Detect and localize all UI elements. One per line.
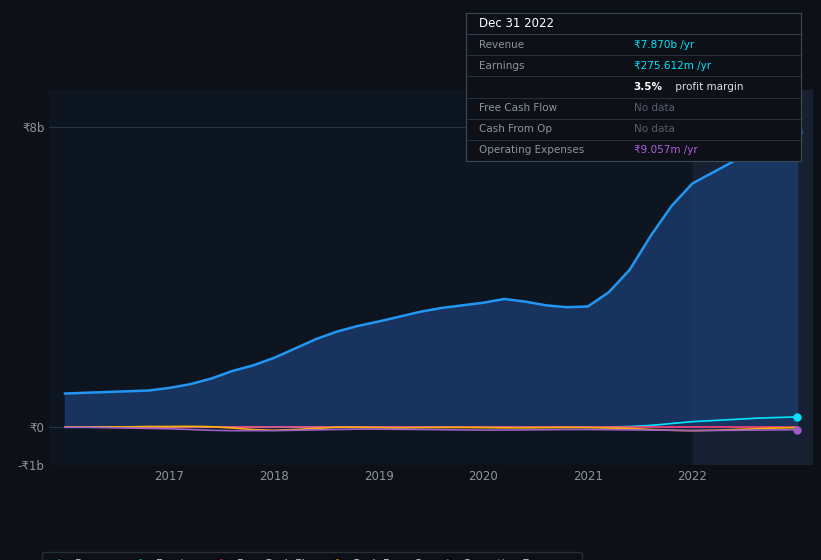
Point	[791, 128, 804, 137]
Bar	[692, 90, 813, 465]
Text: Earnings: Earnings	[479, 61, 525, 71]
Legend: Revenue, Earnings, Free Cash Flow, Cash From Op, Operating Expenses: Revenue, Earnings, Free Cash Flow, Cash …	[42, 552, 581, 560]
Text: ₹275.612m /yr: ₹275.612m /yr	[634, 61, 711, 71]
Text: No data: No data	[634, 124, 674, 134]
Text: Dec 31 2022: Dec 31 2022	[479, 17, 554, 30]
Text: ₹7.870b /yr: ₹7.870b /yr	[634, 40, 694, 50]
Point	[791, 413, 804, 422]
Text: Revenue: Revenue	[479, 40, 525, 50]
Text: Cash From Op: Cash From Op	[479, 124, 553, 134]
Text: Operating Expenses: Operating Expenses	[479, 146, 585, 156]
Text: ₹9.057m /yr: ₹9.057m /yr	[634, 146, 697, 156]
Point	[791, 425, 804, 434]
Text: No data: No data	[634, 103, 674, 113]
Text: 3.5%: 3.5%	[634, 82, 663, 92]
Text: Free Cash Flow: Free Cash Flow	[479, 103, 557, 113]
Text: profit margin: profit margin	[672, 82, 744, 92]
